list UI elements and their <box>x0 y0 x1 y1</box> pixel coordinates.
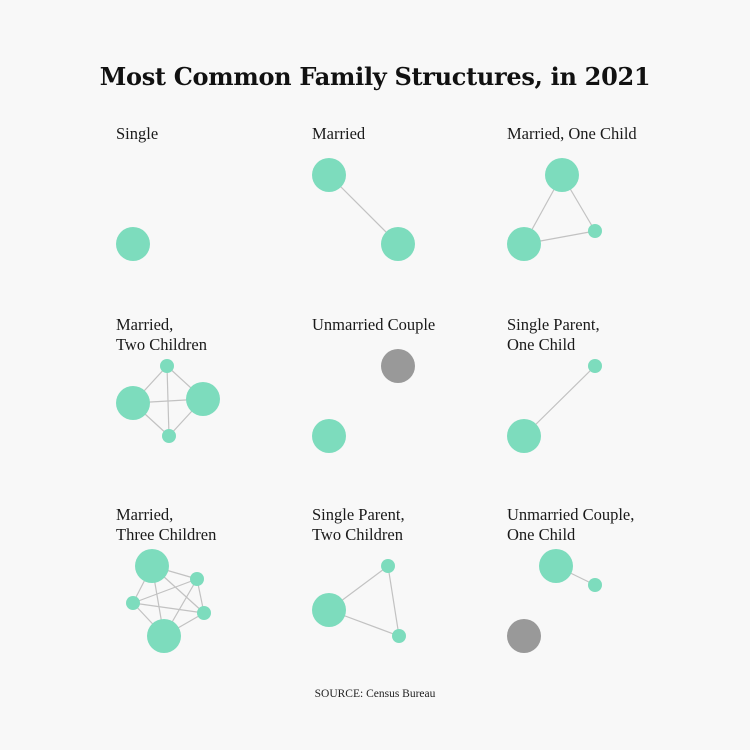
adult-node <box>381 227 415 261</box>
relationship-edge <box>387 565 400 637</box>
panel-label-line: Unmarried Couple, <box>507 505 635 524</box>
panel-label-line: Married, <box>116 505 174 524</box>
adult-node <box>312 158 346 192</box>
child-node <box>162 429 176 443</box>
panel-label-line: Three Children <box>116 525 217 544</box>
child-node <box>381 559 395 573</box>
panel-label-unmarried-couple: Unmarried Couple <box>312 315 435 335</box>
panel-label-single: Single <box>116 124 158 144</box>
child-node <box>190 572 204 586</box>
panel-label-married-one-child: Married, One Child <box>507 124 637 144</box>
graph-married-one-child <box>507 158 602 261</box>
adult-node <box>116 227 150 261</box>
panel-label-line: Single Parent, <box>507 315 600 334</box>
child-node <box>160 359 174 373</box>
panel-label-unmarried-couple-one-child: Unmarried Couple, One Child <box>507 505 634 545</box>
adult-node <box>186 382 220 416</box>
graph-married-three-children <box>126 549 211 653</box>
graph-single-parent-two-children <box>312 559 406 643</box>
unmarried-partner-node <box>507 619 541 653</box>
panel-label-line: Single Parent, <box>312 505 405 524</box>
adult-node <box>507 227 541 261</box>
adult-node <box>539 549 573 583</box>
adult-node <box>147 619 181 653</box>
adult-node <box>135 549 169 583</box>
panel-label-single-parent-one-child: Single Parent, One Child <box>507 315 600 355</box>
panel-label-single-parent-two-children: Single Parent, Two Children <box>312 505 405 545</box>
adult-node <box>545 158 579 192</box>
graph-single <box>116 227 150 261</box>
adult-node <box>312 419 346 453</box>
graph-unmarried-couple-one-child <box>507 549 602 653</box>
page-title: Most Common Family Structures, in 2021 <box>99 62 651 91</box>
relationship-edge <box>132 602 205 614</box>
panel-label-line: Married, <box>116 315 174 334</box>
unmarried-partner-node <box>381 349 415 383</box>
child-node <box>588 359 602 373</box>
panel-label-married-two-children: Married, Two Children <box>116 315 207 355</box>
source-note: SOURCE: Census Bureau <box>314 688 436 700</box>
graph-single-parent-one-child <box>507 359 602 453</box>
graph-married <box>312 158 415 261</box>
graph-married-two-children <box>116 359 220 443</box>
panel-label-line: One Child <box>507 335 576 354</box>
child-node <box>588 224 602 238</box>
child-node <box>126 596 140 610</box>
panel-label-line: Single <box>116 124 159 143</box>
adult-node <box>312 593 346 627</box>
child-node <box>197 606 211 620</box>
panel-label-married: Married <box>312 124 365 144</box>
panel-label-line: Unmarried Couple <box>312 315 436 334</box>
adult-node <box>116 386 150 420</box>
panel-label-line: Two Children <box>312 525 403 544</box>
panel-label-line: Two Children <box>116 335 207 354</box>
panel-label-married-three-children: Married, Three Children <box>116 505 216 545</box>
relationship-edge <box>132 578 198 604</box>
adult-node <box>507 419 541 453</box>
panel-label-line: Married <box>312 124 366 143</box>
relationship-edge <box>166 365 170 437</box>
graph-unmarried-couple <box>312 349 415 453</box>
panel-label-line: One Child <box>507 525 576 544</box>
panel-label-line: Married, One Child <box>507 124 637 143</box>
child-node <box>392 629 406 643</box>
child-node <box>588 578 602 592</box>
